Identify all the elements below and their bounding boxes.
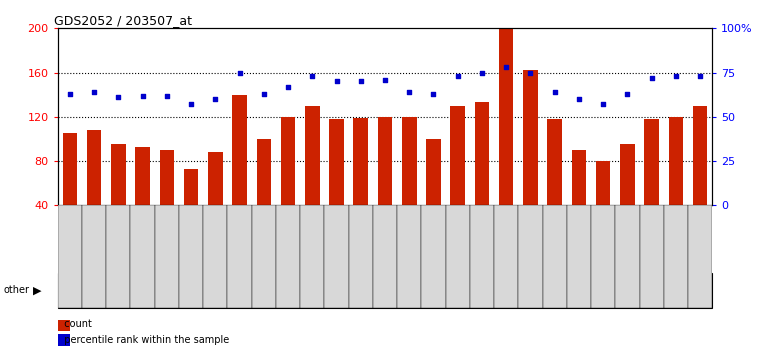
- Bar: [87, 130, 102, 250]
- Point: [88, 89, 100, 95]
- Bar: [111, 144, 126, 250]
- Bar: [397, 205, 421, 308]
- Bar: [324, 205, 349, 308]
- Bar: [693, 106, 708, 250]
- Bar: [203, 205, 227, 308]
- Bar: [596, 161, 611, 250]
- Point: [282, 84, 294, 90]
- Point: [621, 91, 634, 97]
- Point: [209, 96, 222, 102]
- Bar: [184, 169, 199, 250]
- Point: [403, 89, 415, 95]
- Bar: [470, 205, 494, 308]
- Bar: [378, 117, 392, 250]
- Bar: [591, 205, 615, 308]
- Bar: [668, 117, 683, 250]
- Bar: [208, 152, 223, 250]
- Text: GDS2052 / 203507_at: GDS2052 / 203507_at: [55, 14, 192, 27]
- Point: [306, 73, 319, 79]
- Bar: [615, 205, 640, 308]
- Bar: [179, 205, 203, 308]
- Bar: [474, 102, 489, 250]
- Text: ▶: ▶: [32, 285, 42, 295]
- Bar: [499, 28, 514, 250]
- Bar: [518, 273, 712, 308]
- Bar: [300, 205, 324, 308]
- Bar: [58, 320, 70, 331]
- Bar: [349, 205, 373, 308]
- Bar: [256, 139, 271, 250]
- Bar: [523, 70, 537, 250]
- Text: early secretory
phase: early secretory phase: [208, 281, 271, 300]
- Bar: [353, 118, 368, 250]
- Bar: [547, 119, 562, 250]
- Point: [379, 77, 391, 82]
- Point: [427, 91, 440, 97]
- Bar: [330, 119, 343, 250]
- Bar: [494, 205, 518, 308]
- Bar: [427, 139, 440, 250]
- Text: ambiguous phase: ambiguous phase: [578, 286, 653, 295]
- Bar: [252, 205, 276, 308]
- Bar: [233, 95, 247, 250]
- Bar: [159, 150, 174, 250]
- Point: [233, 70, 246, 75]
- Bar: [571, 150, 586, 250]
- Point: [524, 70, 537, 75]
- Bar: [567, 205, 591, 308]
- Bar: [421, 205, 446, 308]
- Bar: [402, 117, 417, 250]
- Point: [476, 70, 488, 75]
- Bar: [62, 133, 77, 250]
- Text: other: other: [4, 285, 30, 295]
- Bar: [664, 205, 688, 308]
- Bar: [130, 205, 155, 308]
- Bar: [644, 119, 659, 250]
- Text: late secretory phase: late secretory phase: [427, 286, 513, 295]
- Bar: [58, 334, 70, 346]
- Point: [645, 75, 658, 81]
- Text: percentile rank within the sample: percentile rank within the sample: [58, 335, 229, 345]
- Point: [161, 93, 173, 98]
- Bar: [446, 205, 470, 308]
- Bar: [227, 205, 252, 308]
- Bar: [276, 205, 300, 308]
- Point: [330, 79, 343, 84]
- Bar: [252, 273, 421, 308]
- Point: [548, 89, 561, 95]
- Bar: [58, 273, 227, 308]
- Bar: [106, 205, 130, 308]
- Point: [136, 93, 149, 98]
- Bar: [688, 205, 712, 308]
- Bar: [227, 273, 252, 308]
- Bar: [421, 273, 518, 308]
- Bar: [543, 205, 567, 308]
- Bar: [136, 147, 150, 250]
- Point: [500, 64, 512, 70]
- Bar: [373, 205, 397, 308]
- Point: [64, 91, 76, 97]
- Point: [573, 96, 585, 102]
- Point: [597, 102, 609, 107]
- Bar: [305, 106, 320, 250]
- Bar: [281, 117, 296, 250]
- Bar: [58, 205, 82, 308]
- Point: [451, 73, 464, 79]
- Point: [185, 102, 197, 107]
- Point: [112, 95, 125, 100]
- Point: [258, 91, 270, 97]
- Text: proliferative phase: proliferative phase: [103, 286, 182, 295]
- Point: [694, 73, 706, 79]
- Bar: [82, 205, 106, 308]
- Bar: [620, 144, 634, 250]
- Text: count: count: [58, 319, 92, 329]
- Bar: [450, 106, 465, 250]
- Point: [670, 73, 682, 79]
- Point: [355, 79, 367, 84]
- Bar: [155, 205, 179, 308]
- Bar: [640, 205, 664, 308]
- Text: mid secretory phase: mid secretory phase: [293, 286, 380, 295]
- Bar: [518, 205, 543, 308]
